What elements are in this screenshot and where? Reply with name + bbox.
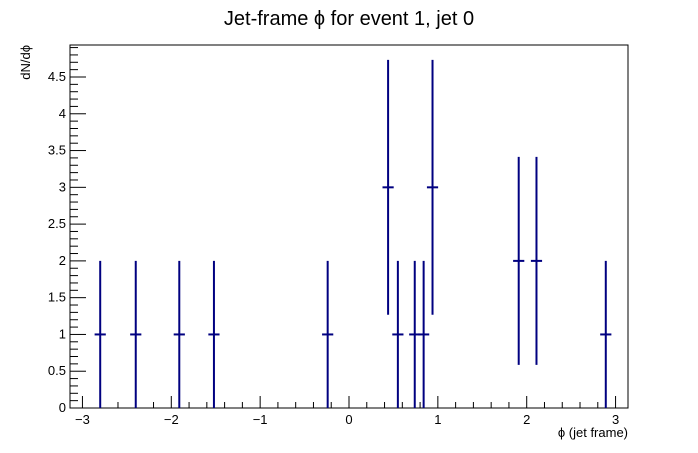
data-point [418,260,430,408]
x-tick-label: 2 [523,412,530,427]
data-point [94,260,106,408]
x-axis: −3 −2 −1 0 1 2 3 [75,396,619,427]
y-tick-label: 3 [59,179,66,194]
plot-frame [69,44,629,409]
data-point [513,156,525,365]
x-tick-label: 1 [434,412,441,427]
y-tick-label: 0 [59,400,66,415]
y-tick-label: 0.5 [48,363,66,378]
data-point [530,156,543,365]
data-point [208,260,220,408]
y-axis: 0 0.5 1 1.5 2 2.5 3 3.5 4 4.5 [48,47,86,415]
y-tick-label: 2 [59,253,66,268]
y-tick-label: 3.5 [48,143,66,158]
data-point [392,260,404,408]
data-point [322,260,334,408]
x-axis-label: ϕ (jet frame) [558,425,628,440]
x-tick-label: 3 [612,412,619,427]
y-tick-label: 1 [59,326,66,341]
data-points [94,59,612,408]
y-tick-label: 1.5 [48,290,66,305]
data-point [600,260,612,408]
data-point [382,59,394,315]
x-tick-label: 0 [345,412,352,427]
data-point [426,59,439,315]
x-tick-label: −1 [253,412,268,427]
y-axis-label: dN/dϕ [18,45,33,80]
y-tick-label: 2.5 [48,216,66,231]
x-tick-label: −3 [75,412,90,427]
data-point [130,260,142,408]
data-point [173,260,185,408]
y-tick-label: 4 [59,106,66,121]
y-tick-label: 4.5 [48,69,66,84]
x-tick-label: −2 [164,412,179,427]
chart-title: Jet-frame ϕ for event 1, jet 0 [224,8,474,30]
